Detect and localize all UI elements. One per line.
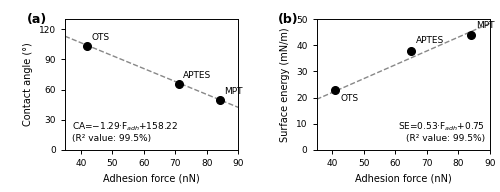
Text: (b): (b) <box>278 13 299 26</box>
Text: OTS: OTS <box>340 94 358 103</box>
Text: APTES: APTES <box>184 71 212 80</box>
Y-axis label: Contact angle (°): Contact angle (°) <box>24 43 34 126</box>
Text: (a): (a) <box>27 13 47 26</box>
Text: APTES: APTES <box>416 36 444 45</box>
Text: OTS: OTS <box>92 33 110 42</box>
Text: MPT: MPT <box>224 87 243 96</box>
Y-axis label: Surface energy (mN/m): Surface energy (mN/m) <box>280 27 290 142</box>
Text: MPT: MPT <box>476 21 494 30</box>
Text: SE=0.53·F$_{adh}$+0.75
(R² value: 99.5%): SE=0.53·F$_{adh}$+0.75 (R² value: 99.5%) <box>398 120 485 143</box>
Text: CA=−1.29·F$_{adh}$+158.22
(R² value: 99.5%): CA=−1.29·F$_{adh}$+158.22 (R² value: 99.… <box>72 120 178 143</box>
X-axis label: Adhesion force (nN): Adhesion force (nN) <box>104 173 200 183</box>
X-axis label: Adhesion force (nN): Adhesion force (nN) <box>355 173 452 183</box>
